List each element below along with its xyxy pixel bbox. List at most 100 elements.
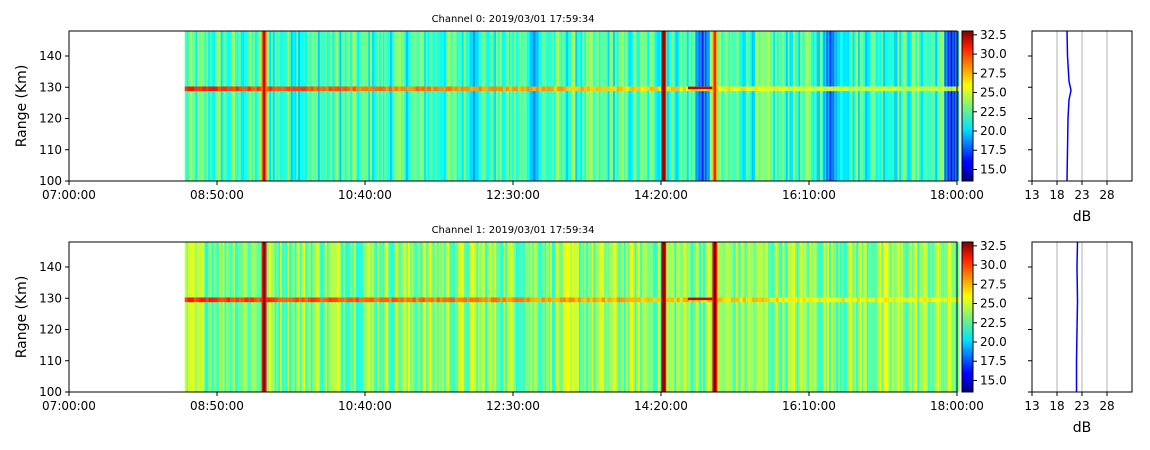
heatmap-column [449,242,452,392]
heatmap-column [940,31,943,181]
heatmap-column [866,31,870,181]
heatmap-band-cell [943,297,948,303]
heatmap-column [881,31,884,181]
heatmap-band-cell [646,86,651,92]
heatmap-column [411,242,414,392]
heatmap-column [749,31,753,181]
heatmap-column [368,242,371,392]
heatmap-column [807,242,810,392]
heatmap-band-cell [763,297,768,303]
heatmap-column [395,31,398,181]
colorbar-tick-label: 15.0 [980,162,1007,176]
heatmap-column [375,31,378,181]
heatmap-band-cell [586,86,591,92]
heatmap-column [227,31,231,181]
heatmap-column [193,242,196,392]
heatmap-column [854,31,857,181]
heatmap-column [728,242,731,392]
heatmap-band-cell [190,86,195,92]
heatmap-band-cell [211,86,216,92]
heatmap-column [631,242,634,392]
heatmap-column [440,31,443,181]
heatmap-band-cell [277,86,282,92]
heatmap-column [251,31,254,181]
heatmap-dark-column [530,31,533,181]
heatmap-band-cell [412,297,417,303]
heatmap-column [658,242,661,392]
heatmap-column [379,242,382,392]
heatmap-band-cell [253,297,258,303]
heatmap-column [721,242,724,392]
heatmap-column [238,242,241,392]
heatmap-band-cell [403,86,408,92]
heatmap-band-cell [598,297,603,303]
heatmap-band-cell [409,297,414,303]
heatmap-column [721,31,724,181]
heatmap-column [686,31,690,181]
heatmap-band-cell [790,297,795,303]
heatmap-column [463,31,466,181]
x-tick-label: 10:40:00 [338,188,392,202]
heatmap-band-cell [472,86,477,92]
heatmap-column [595,242,598,392]
heatmap-column [589,31,592,181]
heatmap-band-cell [349,297,354,303]
heatmap-column [802,242,805,392]
heatmap-band-cell [727,297,732,303]
heatmap-band-cell [274,86,279,92]
heatmap-band-cell [928,297,933,303]
profile-x-tick-label: 18 [1049,188,1064,202]
heatmap-column [935,242,938,392]
heatmap-band-cell [256,297,261,303]
heatmap-column [431,31,434,181]
heatmap-band-cell [733,297,738,303]
heatmap-column [778,31,781,181]
heatmap-band-cell [289,297,294,303]
heatmap-column [413,242,416,392]
heatmap-band-cell [676,86,681,92]
heatmap-column [650,31,654,181]
heatmap-band-cell [394,86,399,92]
heatmap-column [566,31,569,181]
heatmap-column [355,31,358,181]
heatmap-column [865,242,868,392]
heatmap-column [613,31,616,181]
heatmap-band-cell [949,86,954,92]
heatmap-column [348,31,351,181]
heatmap-column [845,31,848,181]
heatmap-band-cell [829,297,834,303]
heatmap-band-cell [490,86,495,92]
heatmap-column [364,31,367,181]
heatmap-band-cell [445,297,450,303]
heatmap-column [352,31,355,181]
heatmap-column [692,31,695,181]
colorbar-tick-label: 17.5 [980,143,1007,157]
heatmap-column [506,31,510,181]
heatmap-band-cell [361,297,366,303]
heatmap-column [787,31,790,181]
heatmap-column [287,31,290,181]
heatmap-column [694,242,697,392]
heatmap-column [577,31,580,181]
heatmap-column [627,31,630,181]
profile-plot: 13 18 23 28 [1024,241,1133,413]
heatmap-band-cell [592,86,597,92]
heatmap-column [825,242,828,392]
heatmap-band-cell [853,86,858,92]
heatmap-column [818,31,821,181]
heatmap-column [593,31,596,181]
heatmap-band-cell [883,297,888,303]
heatmap-band-cell [352,297,357,303]
heatmap-band-cell [460,297,465,303]
heatmap-dark-column [826,31,829,181]
heatmap-band-cell [730,297,735,303]
heatmap-column [791,242,794,392]
heatmap-column [656,242,659,392]
heatmap-band-cell [409,86,414,92]
heatmap-band-cell [952,86,957,92]
heatmap-band-cell [880,297,885,303]
heatmap-column [339,31,342,181]
heatmap-column [317,242,321,392]
heatmap-band-cell [364,86,369,92]
heatmap-column [278,31,281,181]
